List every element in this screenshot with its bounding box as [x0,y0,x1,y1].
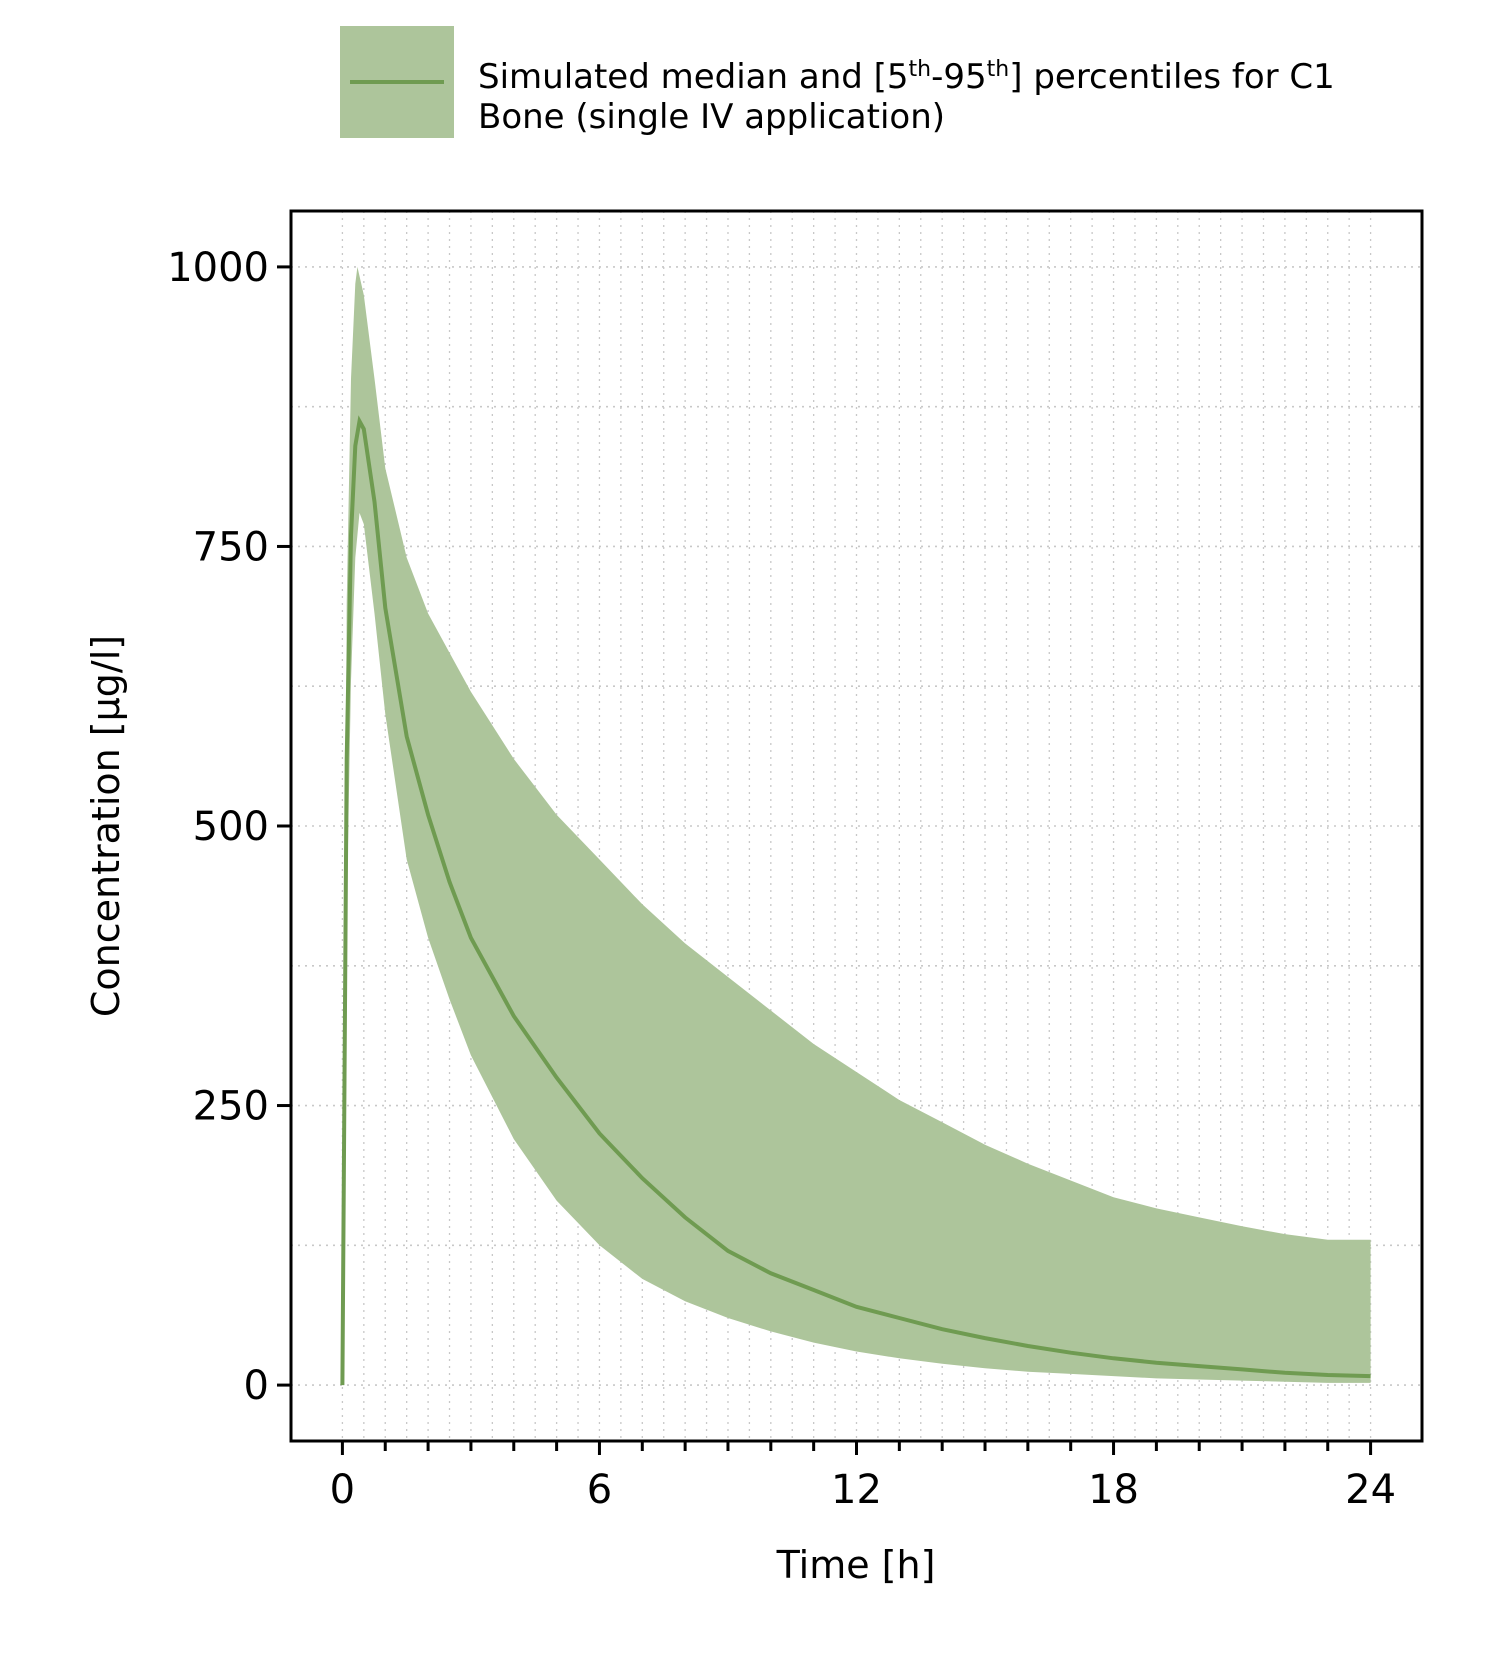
y-tick-label: 750 [193,524,269,570]
grid [291,211,1422,1441]
x-tick-label: 6 [587,1467,612,1513]
x-tick-label: 12 [831,1467,882,1513]
y-tick-label: 0 [244,1363,269,1409]
x-tick-label: 18 [1088,1467,1139,1513]
x-tick-label: 0 [330,1467,355,1513]
y-axis: 0 250 500 750 1000 [167,245,291,1409]
legend-label-line2: Bone (single IV application) [478,97,945,137]
x-axis: 0 6 12 18 24 [330,1441,1396,1513]
legend: Simulated median and [5th-95th] percenti… [340,26,1335,138]
y-tick-label: 500 [193,804,269,850]
y-tick-label: 1000 [167,245,269,291]
legend-label-line1: Simulated median and [5th-95th] percenti… [478,57,1335,97]
y-axis-title: Concentration [µg/l] [84,635,128,1017]
y-tick-label: 250 [193,1084,269,1130]
x-tick-label: 24 [1345,1467,1396,1513]
median-line [340,415,1371,1386]
percentile-band [342,266,1371,1386]
x-axis-title: Time [h] [776,1543,936,1587]
